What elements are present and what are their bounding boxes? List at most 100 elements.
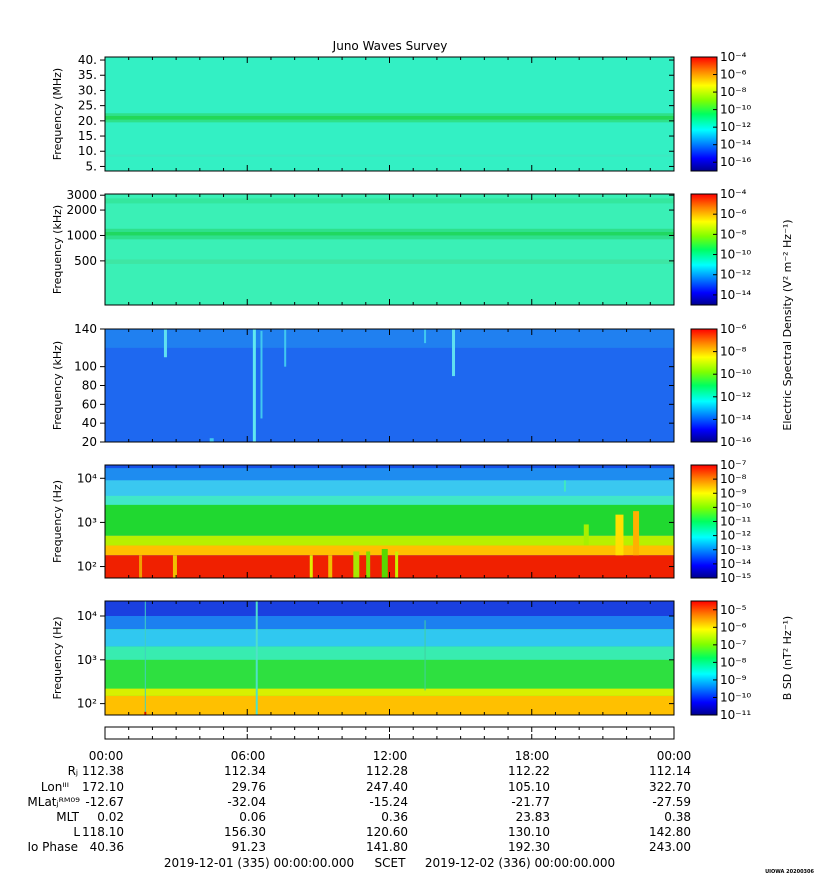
spectral-streak bbox=[284, 329, 287, 367]
ephem-value: 172.10 bbox=[82, 780, 124, 794]
ephem-row-label-lon: Lonᴵᴵᴵ bbox=[41, 780, 69, 794]
colorbar-tick-label: 10⁻¹⁰ bbox=[720, 690, 751, 704]
spectral-band bbox=[105, 504, 674, 536]
ephem-value: 23.83 bbox=[516, 810, 550, 824]
ephem-value: 118.10 bbox=[82, 825, 124, 839]
ephem-value: 112.38 bbox=[82, 764, 124, 778]
spectrogram-panel-3: 20 40 60 80 100 140 Frequency (kHz) 10⁻⁶ 10⁻⁸ 10⁻… bbox=[51, 322, 751, 449]
colorbar-tick-label: 10⁻¹¹ bbox=[720, 708, 751, 722]
ephemeris-table: 00:00 06:00 12:00 18:00 00:00 Rⱼ 112.38 … bbox=[27, 749, 691, 854]
colorbar bbox=[690, 464, 718, 579]
spectral-band bbox=[105, 231, 674, 236]
time-label: 12:00 bbox=[373, 749, 408, 763]
spectral-streak bbox=[255, 601, 258, 715]
colorbar-tick-label: 10⁻¹⁵ bbox=[720, 571, 751, 585]
colorbar-tick-label: 10⁻⁷ bbox=[720, 638, 747, 652]
y-tick-label: 10. bbox=[78, 144, 97, 158]
y-tick-label: 500 bbox=[74, 254, 97, 268]
time-axis-ticks bbox=[104, 727, 675, 739]
colorbar-tick-label: 10⁻¹⁰ bbox=[720, 367, 751, 381]
colorbar bbox=[690, 600, 718, 716]
y-tick-label: 100 bbox=[74, 360, 97, 374]
colorbar bbox=[690, 328, 718, 443]
colorbar-tick-label: 10⁻⁸ bbox=[720, 655, 747, 669]
y-tick-label: 3000 bbox=[66, 188, 97, 202]
spectral-band bbox=[105, 646, 674, 660]
ephem-value: 112.14 bbox=[649, 764, 691, 778]
y-tick-label: 5. bbox=[86, 159, 97, 173]
spectral-streak bbox=[309, 555, 313, 578]
ephem-value: -21.77 bbox=[511, 795, 550, 809]
spectral-streak bbox=[395, 551, 399, 578]
spectral-streak bbox=[144, 711, 147, 715]
ephem-value: 141.80 bbox=[366, 840, 408, 854]
ephem-value: 130.10 bbox=[508, 825, 550, 839]
y-tick-label: 80 bbox=[82, 379, 97, 393]
colorbar-tick-label: 10⁻¹¹ bbox=[720, 515, 751, 529]
spectral-band bbox=[105, 480, 674, 499]
colorbar-tick-label: 10⁻¹² bbox=[720, 120, 751, 134]
spectral-streak bbox=[633, 511, 640, 556]
spectral-streak bbox=[353, 551, 360, 578]
ephem-value: 91.23 bbox=[232, 840, 266, 854]
footer-scet: SCET bbox=[375, 856, 407, 870]
colorbar-tick-label: 10⁻⁸ bbox=[720, 85, 747, 99]
spectral-streak bbox=[172, 555, 177, 578]
y-tick-label: 35. bbox=[78, 68, 97, 82]
ephem-value: 192.30 bbox=[508, 840, 550, 854]
y-tick-label: 20 bbox=[82, 435, 97, 449]
y-tick-label: 10² bbox=[77, 697, 97, 711]
y-tick-label: 1000 bbox=[66, 228, 97, 242]
y-axis-label: Frequency (MHz) bbox=[51, 68, 64, 160]
colorbar-tick-label: 10⁻¹⁴ bbox=[720, 288, 751, 302]
colorbar-tick-label: 10⁻¹² bbox=[720, 529, 751, 543]
spectrogram-panel-4: 10² 10³ 10⁴ Frequency (Hz) 10⁻⁷10⁻⁸10⁻⁹10⁻¹⁰… bbox=[51, 458, 751, 585]
colorbar-tick-label: 10⁻⁵ bbox=[720, 603, 747, 617]
colorbar-label-electric: Electric Spectral Density (V² m⁻² Hz⁻¹) bbox=[781, 219, 794, 430]
colorbar bbox=[690, 56, 718, 172]
ephem-value: 247.40 bbox=[366, 780, 408, 794]
y-tick-label: 40 bbox=[82, 416, 97, 430]
colorbar-tick-label: 10⁻⁸ bbox=[720, 227, 747, 241]
time-label: 06:00 bbox=[231, 749, 266, 763]
ephem-value: 105.10 bbox=[508, 780, 550, 794]
colorbar-tick-label: 10⁻⁶ bbox=[720, 68, 747, 82]
colorbar-tick-label: 10⁻⁶ bbox=[720, 207, 747, 221]
spectral-streak bbox=[452, 329, 456, 377]
ephem-value: -12.67 bbox=[85, 795, 124, 809]
colorbar-tick-label: 10⁻⁹ bbox=[720, 673, 747, 687]
ephem-value: 243.00 bbox=[649, 840, 691, 854]
spectral-band bbox=[105, 535, 674, 546]
colorbar-label-magnetic: B SD (nT² Hz⁻¹) bbox=[781, 616, 794, 700]
spectral-streak bbox=[366, 551, 371, 578]
y-axis-label: Frequency (kHz) bbox=[51, 205, 64, 294]
spectral-band bbox=[105, 616, 674, 630]
spectral-streak bbox=[381, 548, 388, 578]
y-tick-label: 40. bbox=[78, 53, 97, 67]
ephem-value: 0.06 bbox=[239, 810, 266, 824]
colorbar bbox=[690, 193, 718, 306]
spectral-band bbox=[105, 545, 674, 556]
spectral-streak bbox=[209, 438, 214, 442]
y-axis-label: Frequency (Hz) bbox=[51, 617, 64, 700]
spectral-streak bbox=[615, 514, 624, 556]
spectrogram-panel-1: 5.10.15.20.25. 30.35.40. Frequency (MHz) 10… bbox=[51, 50, 751, 173]
spectral-band bbox=[105, 629, 674, 647]
spectral-band bbox=[105, 495, 674, 508]
y-tick-label: 10⁴ bbox=[77, 609, 97, 623]
y-tick-label: 10² bbox=[77, 560, 97, 574]
colorbar-tick-label: 10⁻¹⁶ bbox=[720, 435, 751, 449]
colorbar-tick-label: 10⁻¹⁰ bbox=[720, 103, 751, 117]
colorbar-tick-label: 10⁻¹² bbox=[720, 268, 751, 282]
colorbar-tick-label: 10⁻¹⁰ bbox=[720, 500, 751, 514]
time-label: 18:00 bbox=[515, 749, 550, 763]
spectral-band bbox=[105, 194, 674, 305]
ephem-value: 156.30 bbox=[224, 825, 266, 839]
ephem-value: 112.34 bbox=[224, 764, 266, 778]
spectral-band bbox=[105, 115, 674, 120]
ephem-row-label-mlt: MLT bbox=[56, 810, 79, 824]
colorbar-tick-label: 10⁻⁸ bbox=[720, 345, 747, 359]
spectral-streak bbox=[252, 329, 256, 442]
